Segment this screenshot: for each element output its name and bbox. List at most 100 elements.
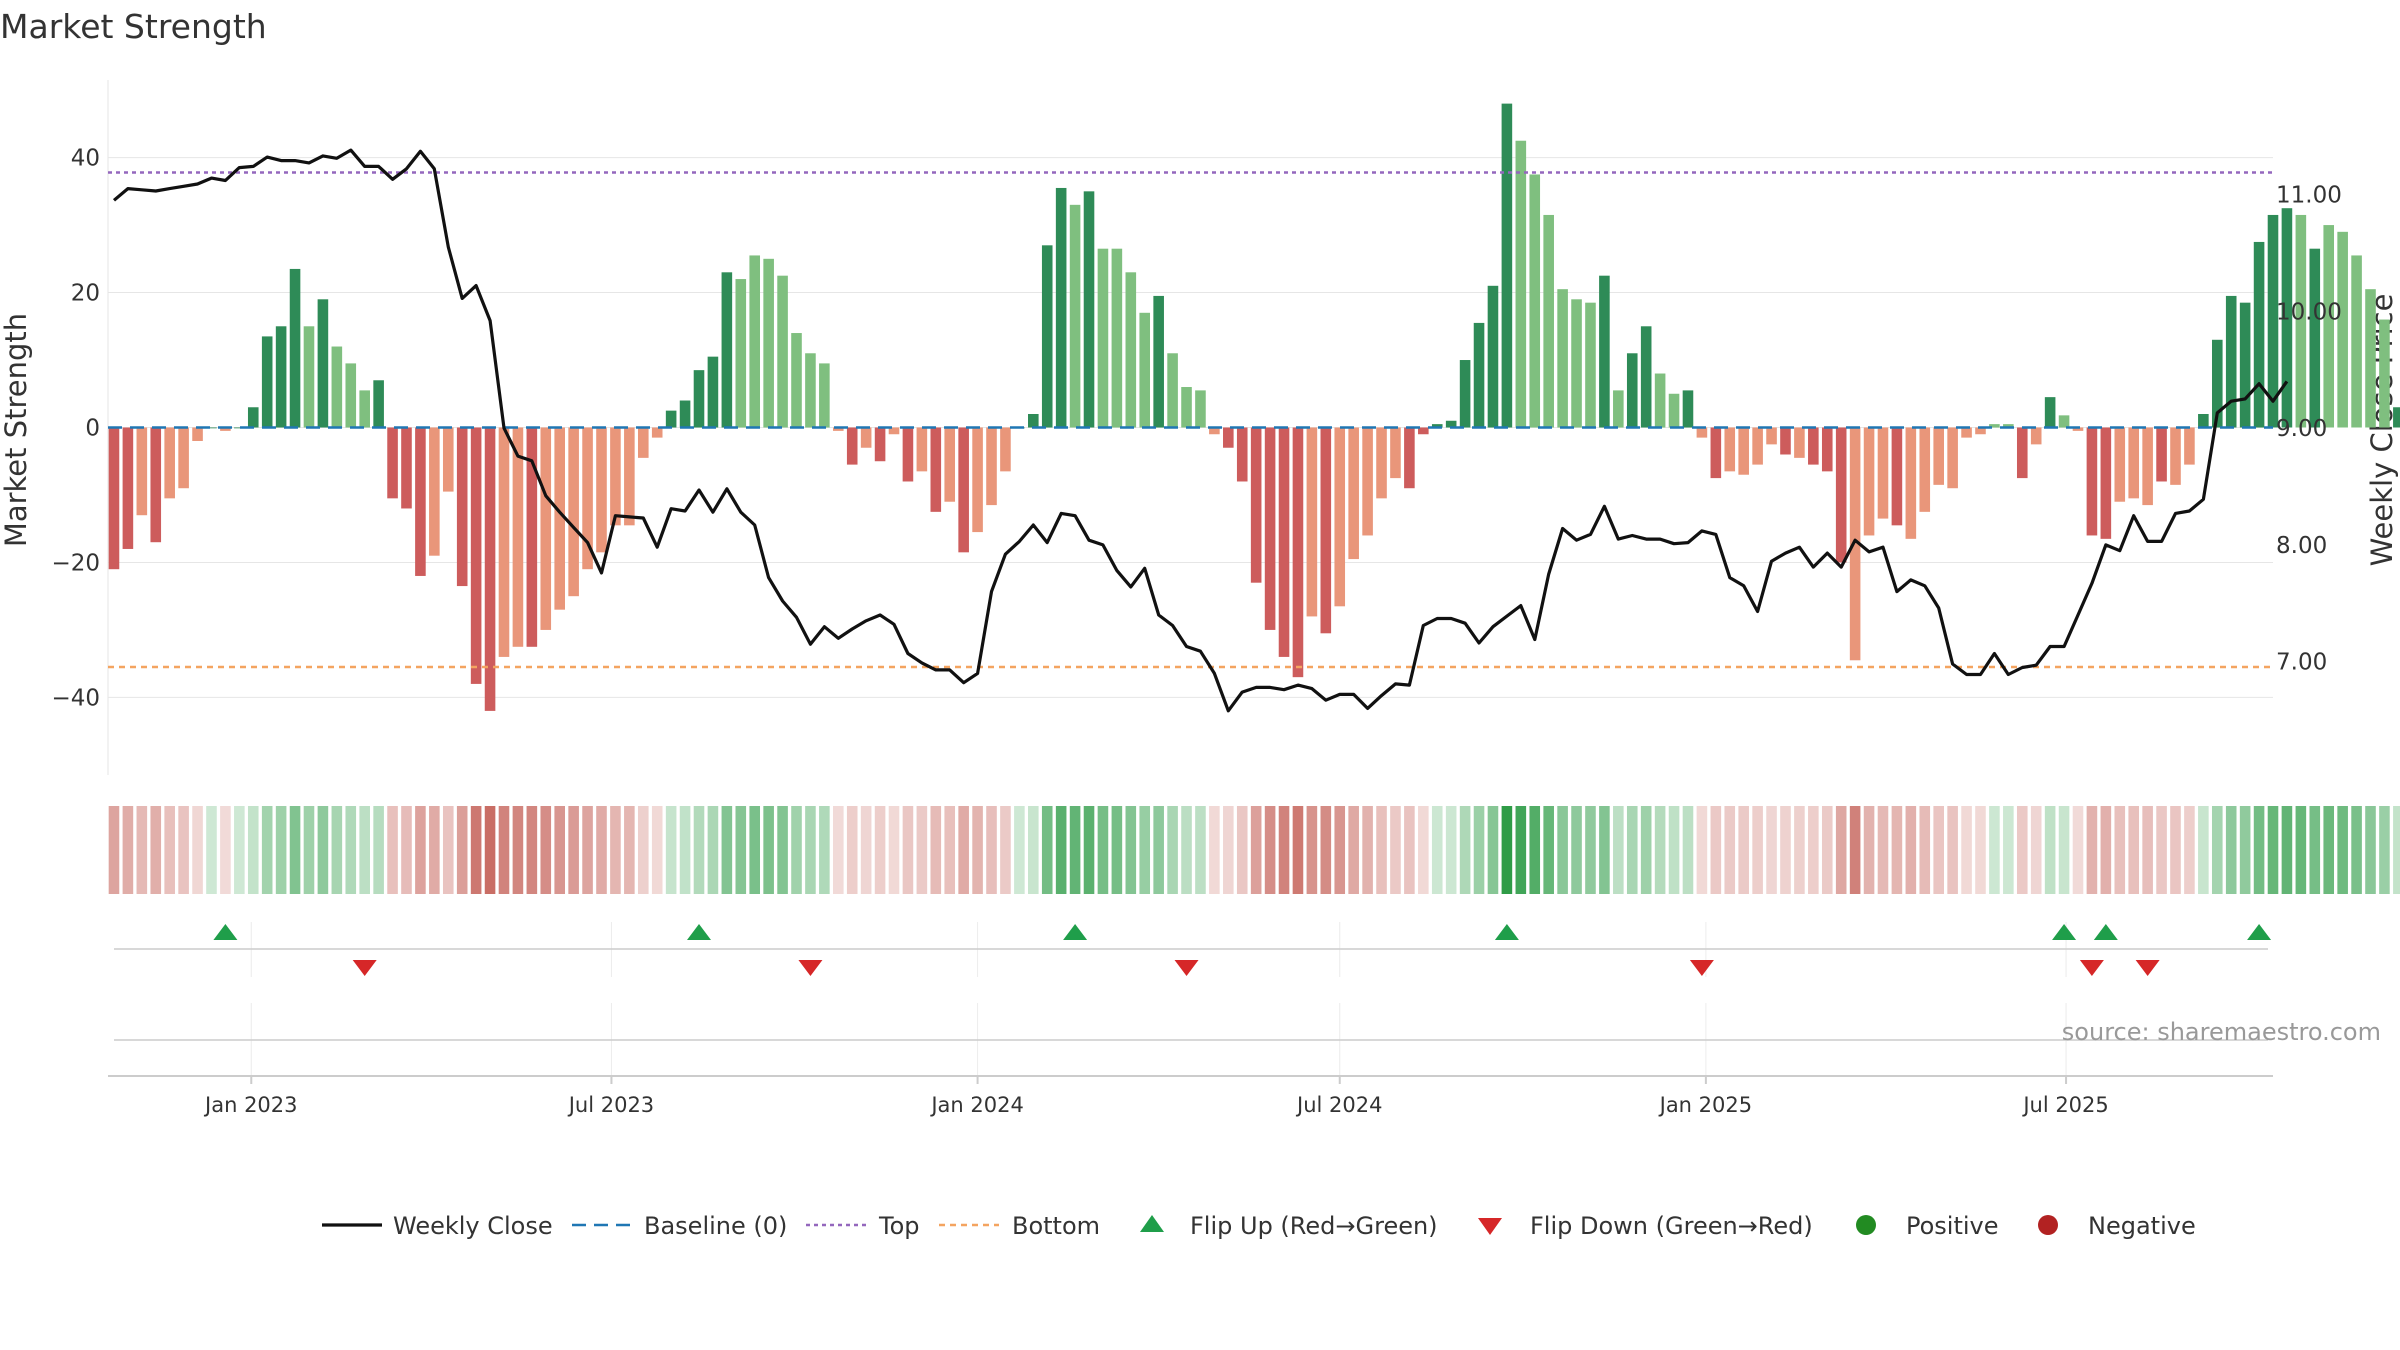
- weekly-close-path: [112, 148, 2289, 713]
- heat-cell: [261, 806, 273, 894]
- heat-cell: [1334, 806, 1346, 894]
- strength-bar: [610, 427, 621, 526]
- strength-bar: [1877, 427, 1889, 519]
- flip-up-marker: [1494, 924, 1519, 940]
- heat-cell: [1626, 806, 1638, 894]
- y-tick-label: 20: [71, 281, 100, 307]
- strength-bar: [2114, 427, 2126, 502]
- heat-cell: [2086, 806, 2098, 894]
- heat-cell: [1236, 806, 1248, 894]
- strength-bar: [2337, 231, 2348, 428]
- heat-cell: [1599, 806, 1610, 894]
- strength-bar: [1320, 427, 1332, 634]
- strength-bar: [679, 400, 691, 428]
- heat-cell: [1069, 806, 1081, 894]
- heat-cell: [568, 806, 579, 894]
- heat-cell: [1320, 806, 1332, 894]
- heat-cell: [1989, 806, 2000, 894]
- strength-bar: [442, 427, 454, 492]
- heat-cell: [1125, 806, 1137, 894]
- strength-bar: [1069, 204, 1081, 428]
- heat-cell: [1947, 806, 1958, 894]
- strength-bar: [1097, 248, 1109, 428]
- strength-bar: [331, 346, 343, 428]
- heat-cell: [805, 806, 816, 894]
- strength-bar: [1334, 427, 1346, 607]
- strength-bar: [1794, 427, 1805, 458]
- heat-cell: [1041, 806, 1053, 894]
- strength-bar: [1195, 390, 1206, 428]
- heat-cell: [2003, 806, 2014, 894]
- strength-bar: [1292, 427, 1304, 678]
- strength-bar: [1696, 427, 1708, 438]
- heat-cell: [108, 806, 120, 894]
- heat-cell: [1571, 806, 1582, 894]
- strength-bar: [415, 427, 426, 576]
- heat-cell: [2267, 806, 2279, 894]
- heat-cell: [1000, 806, 1011, 894]
- heat-cell: [1459, 806, 1471, 894]
- heat-cell: [1014, 806, 1025, 894]
- heat-cell: [665, 806, 677, 894]
- heat-cell: [930, 806, 942, 894]
- heat-cell: [874, 806, 886, 894]
- date-tick-label: Jul 2025: [2021, 1093, 2108, 1117]
- strength-bar: [401, 427, 412, 509]
- heat-cell: [972, 806, 983, 894]
- strength-bar: [1975, 427, 1986, 435]
- strength-bar: [1710, 427, 1722, 479]
- strength-bar: [721, 272, 733, 428]
- flip-down-marker: [1689, 960, 1714, 976]
- heat-cell: [1515, 806, 1527, 894]
- date-tick-label: Jan 2023: [203, 1093, 298, 1117]
- strength-bar: [693, 370, 705, 428]
- heat-cell: [275, 806, 287, 894]
- strength-bar: [2393, 407, 2400, 428]
- y-tick-label: −40: [51, 685, 100, 711]
- heat-cell: [1933, 806, 1944, 894]
- strength-bar: [1668, 393, 1680, 428]
- strength-bar: [1543, 214, 1554, 428]
- strength-bar: [1250, 427, 1262, 583]
- empty-lower-panel: [114, 1003, 2268, 1076]
- strength-bar: [1989, 424, 2000, 428]
- legend: Weekly Close Baseline (0) Top Bottom Flip Up…: [322, 1212, 2196, 1240]
- strength-bar: [2198, 414, 2209, 428]
- strength-bar: [1028, 414, 1039, 428]
- strength-bar: [206, 427, 217, 429]
- strength-bar: [2281, 208, 2293, 428]
- strength-bar: [2058, 415, 2070, 428]
- heat-cell: [178, 806, 189, 894]
- y2-tick-label: 7.00: [2276, 650, 2327, 676]
- heat-cell: [846, 806, 858, 894]
- heat-cell: [1724, 806, 1736, 894]
- heat-cell: [1891, 806, 1903, 894]
- heat-cell: [2239, 806, 2251, 894]
- y2-axis-ticks: 11.00 10.00 9.00 8.00 7.00: [2276, 182, 2342, 675]
- heat-cell: [1376, 806, 1387, 894]
- y-tick-label: −20: [51, 550, 100, 576]
- strength-bar: [554, 427, 565, 610]
- date-tick-label: Jul 2024: [1295, 1093, 1382, 1117]
- legend-negative-swatch: [2038, 1215, 2058, 1235]
- strength-bar: [2072, 427, 2084, 431]
- strength-bar: [1863, 427, 1875, 536]
- heat-cell: [2184, 806, 2195, 894]
- heat-cell: [582, 806, 593, 894]
- flip-up-marker: [213, 924, 238, 940]
- y2-tick-label: 11.00: [2276, 182, 2342, 208]
- strength-bar: [1919, 427, 1931, 512]
- heat-cell: [2044, 806, 2056, 894]
- strength-bar: [777, 275, 788, 428]
- heat-cell: [679, 806, 691, 894]
- legend-positive-swatch: [1856, 1215, 1876, 1235]
- strength-bar: [986, 427, 997, 506]
- strength-bar: [2267, 214, 2279, 428]
- strength-bar: [651, 427, 663, 438]
- heat-cell: [1445, 806, 1457, 894]
- heat-cell: [2156, 806, 2167, 894]
- strength-bar: [1557, 289, 1568, 428]
- heat-cell: [206, 806, 217, 894]
- heat-cell: [2030, 806, 2042, 894]
- heat-cell: [1821, 806, 1833, 894]
